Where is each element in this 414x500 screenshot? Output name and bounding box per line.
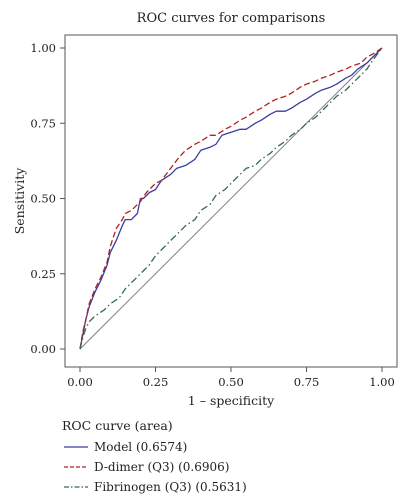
x-tick-label: 0.50 (218, 375, 244, 389)
x-tick-label: 0.25 (143, 375, 169, 389)
legend-label: Model (0.6574) (94, 440, 187, 454)
y-tick-label: 0.75 (30, 116, 56, 130)
y-tick-label: 0.00 (30, 342, 56, 356)
y-axis-label: Sensitivity (12, 167, 27, 235)
x-axis: 0.00 0.25 0.50 0.75 1.00 (67, 367, 395, 389)
y-tick-label: 1.00 (30, 41, 56, 55)
series-line-3 (79, 47, 383, 350)
y-axis: 0.00 0.25 0.50 0.75 1.00 (30, 41, 65, 356)
reference-diagonal-line (79, 47, 383, 350)
x-axis-label: 1 – specificity (188, 393, 275, 408)
x-tick-label: 1.00 (369, 375, 395, 389)
series-line-1 (79, 47, 383, 350)
plot-frame (64, 34, 398, 368)
y-tick-label: 0.50 (30, 192, 56, 206)
x-tick-label: 0.75 (294, 375, 320, 389)
chart-title: ROC curves for comparisons (137, 11, 326, 26)
legend-label: Fibrinogen (Q3) (0.5631) (94, 480, 247, 494)
legend: ROC curve (area) Model (0.6574) D-dimer (… (62, 418, 247, 494)
legend-label: D-dimer (Q3) (0.6906) (94, 460, 229, 474)
x-tick-label: 0.00 (67, 375, 93, 389)
legend-title: ROC curve (area) (62, 418, 173, 433)
series-line-2 (79, 47, 383, 350)
series-layer (79, 47, 383, 350)
y-tick-label: 0.25 (30, 267, 56, 281)
